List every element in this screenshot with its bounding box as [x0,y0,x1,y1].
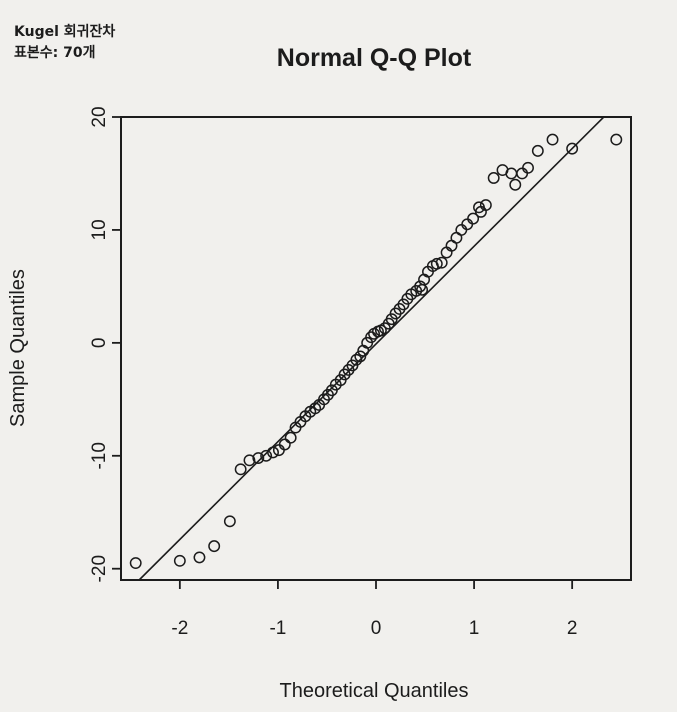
y-tick-label: 10 [89,219,110,240]
reference-line [138,116,605,581]
y-tick-label: -10 [89,442,110,469]
data-point [487,172,500,184]
y-axis-title: Sample Quantiles [7,269,29,427]
x-tick-label: -1 [269,618,286,639]
y-tick-label: 20 [89,106,110,127]
y-tick-label: -20 [89,555,110,582]
data-point [208,540,221,553]
y-tick-label: 0 [89,338,110,349]
caption-line-1: Kugel 회귀잔차 [14,24,116,40]
data-point [505,167,518,180]
data-point [522,161,534,174]
data-point [193,551,206,564]
data-point [546,133,559,146]
data-point [566,142,579,155]
data-point [455,223,468,236]
y-axis: -20 -10 0 10 20 [89,106,121,582]
data-point [234,463,247,476]
data-point [173,554,186,567]
data-point [509,178,522,191]
data-point [267,446,279,459]
chart-title: Normal Q-Q Plot [277,44,472,72]
x-axis-title: Theoretical Quantiles [280,680,469,702]
reference-line-group [138,116,605,581]
data-point [223,515,236,528]
data-point [243,454,256,467]
data-point [252,452,265,464]
data-point [272,444,285,457]
data-point [461,218,474,231]
data-point [309,402,322,415]
data-point [610,133,623,146]
data-point [516,167,529,180]
x-axis: -2 -1 0 1 2 [171,580,577,639]
data-point [450,231,463,244]
caption-line-2: 표본수: 70개 [14,45,96,61]
plot-frame [120,116,632,581]
data-point [278,438,291,451]
data-point [284,431,297,444]
data-point [354,350,367,363]
x-tick-label: 0 [371,618,382,639]
data-point [467,212,480,225]
x-tick-label: 1 [469,618,480,639]
data-point [260,449,273,462]
x-tick-label: 2 [567,618,578,639]
caption-note: Kugel 회귀잔차 표본수: 70개 [14,22,115,64]
points-group [129,133,623,570]
data-point [129,557,142,570]
data-point [474,205,487,218]
x-tick-label: -2 [171,618,188,639]
data-point [350,353,363,366]
data-point [435,256,448,269]
data-point [531,144,544,157]
data-point [430,257,443,270]
data-point [416,283,429,296]
